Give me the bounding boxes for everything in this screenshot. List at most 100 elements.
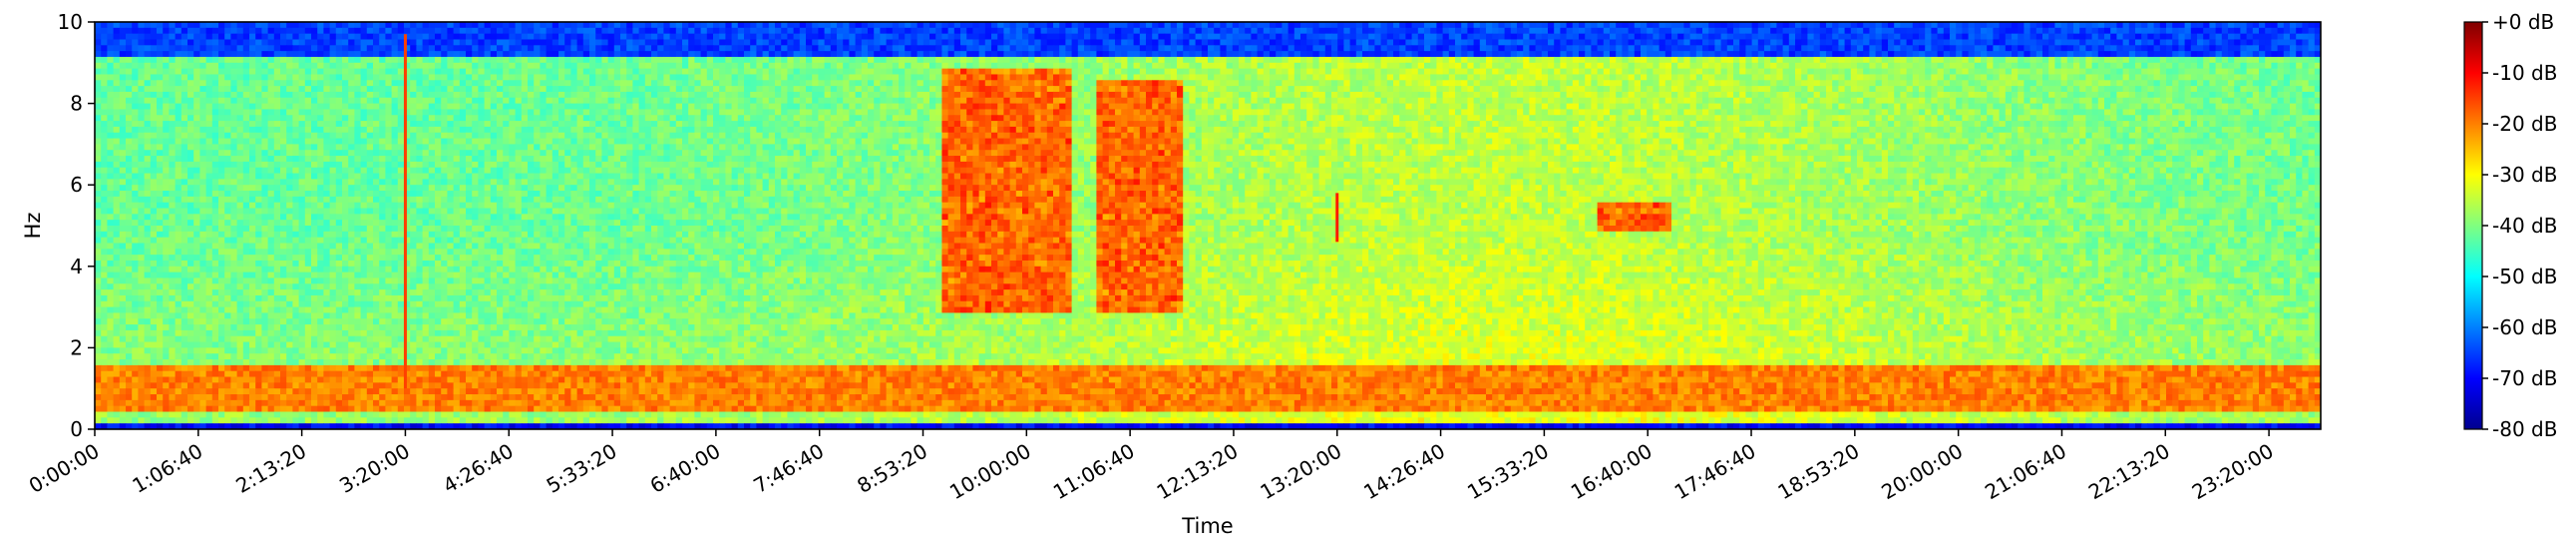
spectrogram-cell xyxy=(2060,45,2068,52)
spectrogram-cell xyxy=(706,68,714,76)
spectrogram-cell xyxy=(224,80,231,87)
spectrogram-cell xyxy=(1739,39,1746,46)
spectrogram-cell xyxy=(1232,62,1240,70)
spectrogram-cell xyxy=(2073,27,2080,35)
spectrogram-cell xyxy=(1931,86,1939,93)
spectrogram-cell xyxy=(1925,22,1932,29)
spectrogram-cell xyxy=(1579,56,1586,64)
spectrogram-cell xyxy=(273,27,281,35)
spectrogram-cell xyxy=(157,62,164,70)
spectrogram-cell xyxy=(1003,74,1011,81)
spectrogram-cell xyxy=(466,68,473,76)
spectrogram-cell xyxy=(713,74,720,81)
spectrogram-cell xyxy=(1943,74,1951,81)
spectrogram-cell xyxy=(169,33,177,41)
spectrogram-cell xyxy=(2097,91,2105,99)
spectrogram-cell xyxy=(2178,22,2186,29)
spectrogram-cell xyxy=(1782,80,1790,87)
spectrogram-cell xyxy=(613,74,621,81)
spectrogram-cell xyxy=(1683,27,1691,35)
spectrogram-cell xyxy=(1647,56,1654,64)
spectrogram-cell xyxy=(2054,22,2062,29)
spectrogram-cell xyxy=(570,22,578,29)
spectrogram-cell xyxy=(2085,86,2093,93)
spectrogram-cell xyxy=(1115,74,1122,81)
spectrogram-cell xyxy=(1993,97,2001,105)
spectrogram-cell xyxy=(2221,91,2229,99)
spectrogram-cell xyxy=(1708,33,1715,41)
spectrogram-cell xyxy=(700,97,708,105)
spectrogram-cell xyxy=(1003,33,1011,41)
spectrogram-cell xyxy=(1127,91,1135,99)
spectrogram-cell xyxy=(1473,56,1481,64)
spectrogram-cell xyxy=(874,39,881,46)
spectrogram-cell xyxy=(385,80,393,87)
spectrogram-cell xyxy=(1090,27,1097,35)
spectrogram-cell xyxy=(175,80,183,87)
spectrogram-cell xyxy=(941,86,949,93)
spectrogram-cell xyxy=(95,86,102,93)
spectrogram-cell xyxy=(422,51,430,58)
spectrogram-cell xyxy=(335,97,343,105)
spectrogram-cell xyxy=(1826,27,1833,35)
spectrogram-cell xyxy=(1473,27,1481,35)
spectrogram-cell xyxy=(1832,22,1839,29)
spectrogram-cell xyxy=(1424,68,1431,76)
spectrogram-cell xyxy=(169,97,177,105)
spectrogram-cell xyxy=(273,45,281,52)
spectrogram-cell xyxy=(224,97,231,105)
spectrogram-cell xyxy=(2066,45,2074,52)
spectrogram-cell xyxy=(1931,51,1939,58)
spectrogram-cell xyxy=(984,91,992,99)
spectrogram-cell xyxy=(1658,97,1666,105)
spectrogram-cell xyxy=(1950,74,1957,81)
spectrogram-cell xyxy=(905,56,912,64)
spectrogram-cell xyxy=(490,80,498,87)
spectrogram-cell xyxy=(1220,86,1228,93)
spectrogram-cell xyxy=(1900,33,1908,41)
spectrogram-cell xyxy=(2290,86,2297,93)
spectrogram-cell xyxy=(304,51,312,58)
spectrogram-cell xyxy=(2042,27,2049,35)
spectrogram-cell xyxy=(1572,68,1580,76)
spectrogram-cell xyxy=(1962,33,1970,41)
spectrogram-cell xyxy=(1115,39,1122,46)
spectrogram-cell xyxy=(497,80,504,87)
spectrogram-cell xyxy=(515,91,523,99)
spectrogram-cell xyxy=(762,74,770,81)
spectrogram-cell xyxy=(1603,22,1611,29)
spectrogram-cell xyxy=(2012,51,2019,58)
spectrogram-cell xyxy=(868,91,875,99)
spectrogram-cell xyxy=(478,68,486,76)
spectrogram-cell xyxy=(1919,33,1926,41)
spectrogram-cell xyxy=(2166,80,2173,87)
spectrogram-cell xyxy=(1554,27,1561,35)
spectrogram-cell xyxy=(144,74,152,81)
spectrogram-cell xyxy=(1702,27,1709,35)
spectrogram-cell xyxy=(224,91,231,99)
spectrogram-cell xyxy=(428,80,436,87)
spectrogram-cell xyxy=(298,39,306,46)
spectrogram-cell xyxy=(1040,91,1048,99)
spectrogram-cell xyxy=(1591,86,1599,93)
spectrogram-cell xyxy=(132,27,139,35)
spectrogram-cell xyxy=(1318,51,1326,58)
spectrogram-cell xyxy=(1974,39,1982,46)
spectrogram-cell xyxy=(595,91,602,99)
spectrogram-cell xyxy=(1492,33,1499,41)
spectrogram-cell xyxy=(1343,45,1351,52)
spectrogram-cell xyxy=(1239,97,1246,105)
spectrogram-cell xyxy=(2147,27,2155,35)
spectrogram-cell xyxy=(1498,86,1506,93)
spectrogram-cell xyxy=(2178,56,2186,64)
spectrogram-cell xyxy=(119,51,127,58)
spectrogram-cell xyxy=(2308,33,2316,41)
spectrogram-cell xyxy=(2302,22,2310,29)
spectrogram-cell xyxy=(2246,27,2254,35)
spectrogram-cell xyxy=(1393,86,1400,93)
spectrogram-cell xyxy=(373,68,380,76)
spectrogram-cell xyxy=(1245,97,1252,105)
spectrogram-cell xyxy=(1232,56,1240,64)
spectrogram-cell xyxy=(292,45,300,52)
spectrogram-cell xyxy=(2308,22,2316,29)
